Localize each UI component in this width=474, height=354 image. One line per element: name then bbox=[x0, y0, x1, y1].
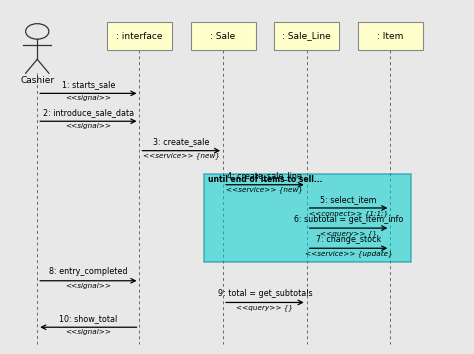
Text: : Item: : Item bbox=[377, 32, 403, 41]
Bar bbox=[107, 22, 172, 50]
Text: <<query>> {}: <<query>> {} bbox=[237, 304, 293, 311]
Text: <<signal>>: <<signal>> bbox=[65, 329, 111, 335]
Text: <<signal>>: <<signal>> bbox=[65, 282, 111, 289]
Text: 5: select_item: 5: select_item bbox=[320, 195, 377, 204]
Text: <<query>> {}: <<query>> {} bbox=[320, 230, 377, 237]
Text: 9: total = get_subtotals: 9: total = get_subtotals bbox=[218, 289, 312, 298]
Text: : Sale: : Sale bbox=[210, 32, 236, 41]
Text: : Sale_Line: : Sale_Line bbox=[283, 32, 331, 41]
Bar bbox=[204, 174, 411, 262]
Bar bbox=[358, 22, 423, 50]
Text: <<service>> {update}: <<service>> {update} bbox=[305, 250, 392, 257]
Text: until end of items to sell...: until end of items to sell... bbox=[208, 176, 323, 184]
Text: 1: starts_sale: 1: starts_sale bbox=[62, 80, 115, 89]
Text: Cashier: Cashier bbox=[20, 76, 55, 85]
Text: <<service>> {new}: <<service>> {new} bbox=[227, 187, 303, 193]
Text: 6: subtotal = get_item_info: 6: subtotal = get_item_info bbox=[294, 215, 403, 224]
Text: <<signal>>: <<signal>> bbox=[65, 123, 111, 129]
Text: 4: create_sale_line: 4: create_sale_line bbox=[228, 171, 302, 181]
Text: 7: change_stock: 7: change_stock bbox=[316, 235, 381, 244]
Text: 8: entry_completed: 8: entry_completed bbox=[49, 267, 128, 276]
Text: <<service>> {new}: <<service>> {new} bbox=[143, 153, 220, 159]
Bar bbox=[274, 22, 339, 50]
Text: <<connect>> {1;1;}: <<connect>> {1;1;} bbox=[309, 210, 388, 217]
Text: 3: create_sale: 3: create_sale bbox=[153, 137, 210, 146]
Text: 10: show_total: 10: show_total bbox=[59, 314, 118, 323]
Text: : interface: : interface bbox=[116, 32, 163, 41]
Bar bbox=[191, 22, 255, 50]
Text: <<signal>>: <<signal>> bbox=[65, 95, 111, 101]
Text: 2: introduce_sale_data: 2: introduce_sale_data bbox=[43, 108, 134, 117]
